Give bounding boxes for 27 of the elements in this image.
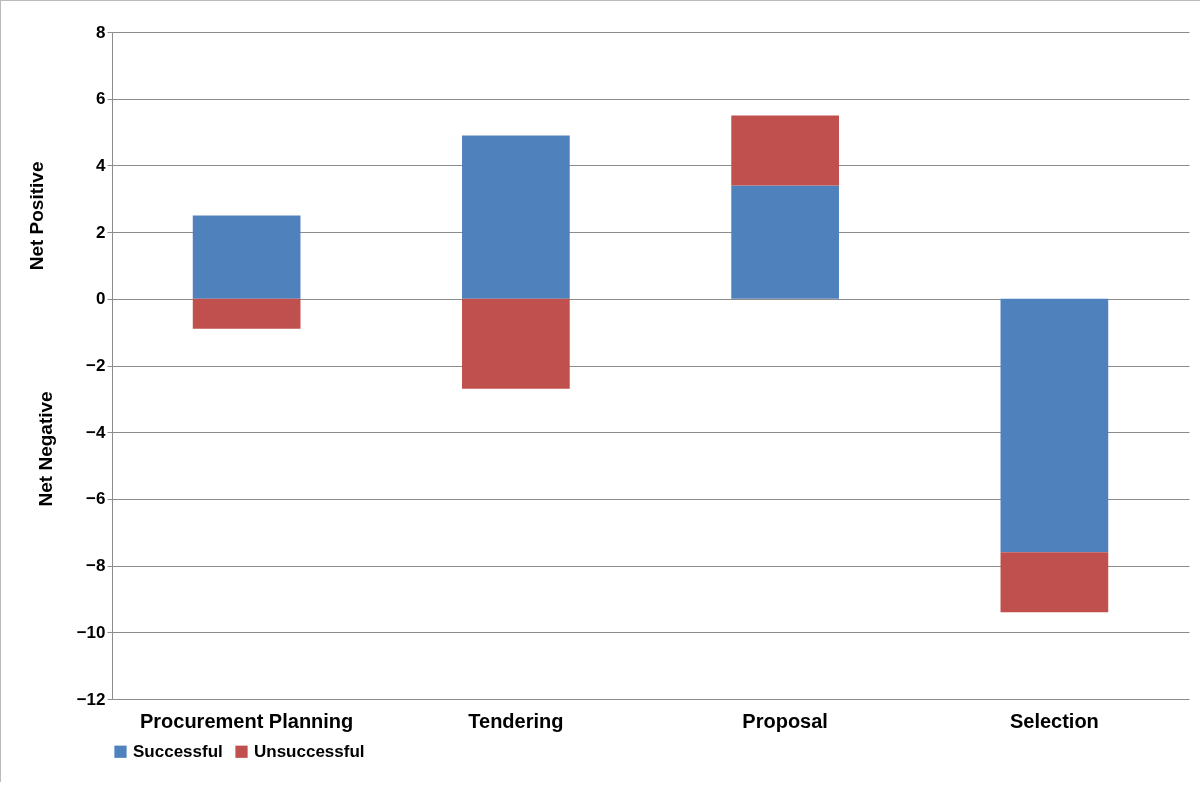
legend-label: Successful [133,741,223,761]
x-tick-label: Tendering [468,709,564,732]
y-axis-title: Net Positive [25,161,47,271]
bar [1000,298,1109,553]
x-tick-label: Proposal [742,709,828,732]
bar [192,215,301,299]
y-tick-label: 6 [96,89,106,109]
x-tick-label: Procurement Planning [139,709,354,732]
y-tick-label: 8 [96,22,106,42]
bar [462,298,570,389]
y-tick-label: 0 [96,289,106,309]
y-tick-label: −12 [76,689,106,709]
y-tick-label: 4 [96,155,107,175]
bar [731,115,839,186]
y-tick-label: −4 [86,422,107,442]
y-tick-label: 2 [96,222,106,242]
y-tick-label: −8 [86,556,106,576]
bar [192,298,301,329]
y-tick-label: −2 [86,356,106,375]
x-tick-label: Selection [1009,709,1099,732]
bar [1000,552,1109,613]
text: Net Negative [35,391,56,507]
bar [731,185,839,299]
bar [462,135,570,299]
y-tick-label: −6 [86,489,106,509]
y-tick-label: −10 [76,622,106,642]
legend-label: Unsuccessful [254,741,365,761]
